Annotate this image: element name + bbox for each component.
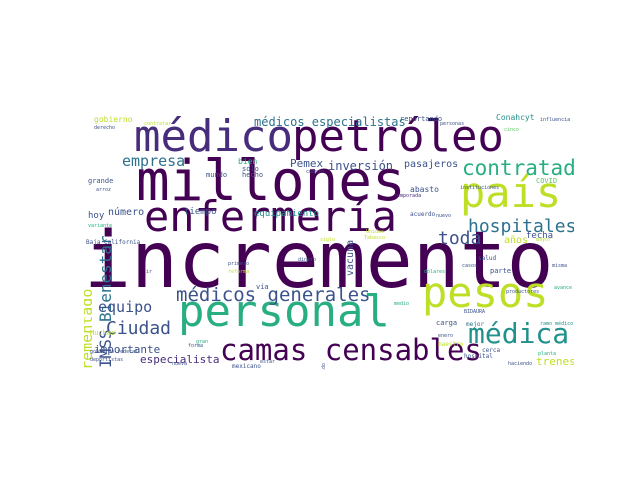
- word-dinero: dinero: [298, 257, 317, 263]
- word-maestro: maestro: [438, 341, 464, 348]
- word-empresa: empresa: [122, 152, 186, 170]
- word-acuerdo: acuerdo: [410, 211, 436, 218]
- word-personal: personal: [178, 286, 390, 337]
- word-contratado: contratado: [462, 156, 574, 180]
- word-carga: carga: [436, 319, 458, 327]
- word-pasajeros: pasajeros: [404, 159, 459, 170]
- word-numero: número: [108, 207, 145, 218]
- word-medico: médico: [134, 114, 293, 162]
- word-variante: variante: [88, 223, 113, 229]
- word-temporada: temporada: [394, 193, 422, 199]
- word-pemex: Pemex: [290, 157, 324, 170]
- word-equipo: equipo: [98, 298, 153, 316]
- word-trenes: trenes: [536, 355, 574, 368]
- word-mundo: mundo: [206, 171, 228, 179]
- word-arroz: arroz: [96, 187, 112, 193]
- word-mexicano: mexicano: [232, 363, 261, 370]
- word-parte: parte: [490, 267, 512, 275]
- word-cerca: cerca: [482, 347, 501, 354]
- word-salud: salud: [478, 255, 497, 262]
- word-influencia: influencia: [540, 117, 571, 123]
- word-medicos-generales: médicos generales: [176, 284, 371, 306]
- word-covid: COVID: [536, 177, 558, 185]
- word-tiempo: tiempo: [184, 207, 217, 217]
- word-grande: grande: [88, 177, 114, 185]
- word-hospital: hospital: [464, 353, 493, 360]
- word-reforma: reforma: [228, 269, 250, 275]
- word-abasto: abasto: [410, 185, 439, 194]
- word-hoy: hoy: [88, 211, 105, 221]
- word-mejor: mejor: [466, 321, 485, 328]
- word-dolares: dólares: [424, 269, 446, 275]
- word-incremento: incremento: [84, 216, 554, 306]
- word-bien: bien: [238, 157, 258, 166]
- word-enero: enero: [438, 333, 454, 339]
- word-pesos: pesos: [422, 268, 549, 317]
- word-nueva: nueva: [172, 361, 188, 367]
- word-cinco: cinco: [504, 127, 520, 133]
- word-casos: casos: [462, 263, 478, 269]
- word-enfermeria: enfermería: [144, 192, 397, 241]
- word-contratar: contratar: [144, 121, 172, 127]
- word-baja-california: Baja California: [86, 239, 141, 246]
- word-inversion: inversión: [328, 159, 394, 173]
- word-fecha: fecha: [526, 231, 554, 241]
- word-gran: gran: [196, 339, 209, 345]
- word-medio: medio: [394, 301, 410, 307]
- word-estar: estar: [260, 359, 276, 365]
- word-solo: solo: [242, 165, 259, 173]
- word-ciudad: Ciudad: [106, 318, 172, 339]
- word-gobierno: gobierno: [94, 115, 133, 124]
- word-tabasco: Tabasco: [364, 235, 386, 241]
- word-nuevo: nuevo: [436, 213, 452, 219]
- word-primero: primero: [228, 261, 250, 267]
- word-siglo: siglo: [320, 237, 336, 243]
- word-planta: planta: [538, 351, 557, 357]
- word-cloud: incremento millones médico petróleo enfermer…: [84, 114, 574, 370]
- word-deportistas: deportistas: [90, 357, 124, 363]
- word-unidos: Unidos: [366, 229, 385, 235]
- word-importante: importante: [94, 343, 161, 356]
- word-instituciones: instituciones: [460, 185, 500, 191]
- word-equipamiento: equipamiento: [254, 209, 320, 219]
- word-productores: productores: [506, 289, 540, 295]
- word-reportando: reportando: [400, 115, 443, 123]
- word-medica: médica: [468, 317, 570, 350]
- word-petroleo: petróleo: [292, 114, 504, 162]
- word-medicos-especialistas: médicos especialistas: [254, 115, 406, 129]
- word-personas: personas: [440, 121, 465, 127]
- word-bidaura: BIDAURA: [464, 309, 486, 315]
- word-derecho: derecho: [94, 125, 116, 131]
- word-mayor: mayor: [536, 237, 552, 243]
- word-haciendo: haciendo: [508, 361, 533, 367]
- word-forma: forma: [188, 343, 204, 349]
- word-toda: toda: [438, 228, 482, 249]
- word-especialista: especialista: [140, 353, 220, 366]
- word-avance: avance: [554, 285, 573, 291]
- word-conahcyt: Conahcyt: [496, 114, 535, 122]
- word-anos: años: [504, 235, 529, 246]
- word-misma: misma: [552, 263, 568, 269]
- word-camas-censables: camas censables: [220, 333, 482, 367]
- word-gobierno-federal: gobierno federal: [90, 349, 139, 355]
- word-millones: millones: [136, 149, 406, 214]
- word-muchas: Muchas: [90, 329, 116, 337]
- word-vacuna: vacuna: [345, 239, 356, 276]
- word-pais: país: [460, 168, 562, 217]
- word-via: vía: [256, 283, 269, 291]
- word-ramo-medico: ramo médico: [540, 321, 574, 327]
- word-ir: ir: [146, 269, 153, 275]
- word-cuanto: cuanto: [306, 169, 325, 175]
- word-hospitales: hospitales: [468, 216, 574, 237]
- word-sido: sido: [321, 362, 327, 370]
- word-hecho: hecho: [242, 171, 264, 179]
